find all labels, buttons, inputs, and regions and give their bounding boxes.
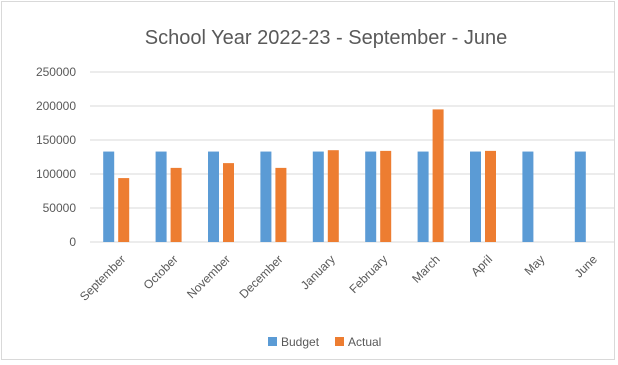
- chart-frame: School Year 2022-23 - September - June 0…: [1, 1, 615, 360]
- bar-budget-june: [574, 151, 586, 242]
- legend-swatch-budget: [268, 337, 277, 346]
- x-tick-label: October: [141, 252, 181, 292]
- y-tick-label: 0: [69, 235, 76, 249]
- bars: [103, 109, 586, 243]
- bar-actual-february: [380, 150, 392, 242]
- y-tick-label: 200000: [36, 99, 76, 113]
- bar-actual-january: [327, 150, 339, 242]
- y-axis-ticks: 0 50000 100000 150000 200000 250000: [36, 65, 76, 249]
- legend-label-budget: Budget: [281, 335, 320, 349]
- bar-budget-october: [155, 151, 167, 242]
- x-axis-ticks: September October November December January F…: [77, 252, 600, 304]
- x-tick-label: March: [409, 252, 442, 285]
- x-tick-label: December: [236, 252, 285, 301]
- x-tick-label: April: [468, 252, 495, 279]
- bar-budget-september: [103, 151, 115, 242]
- bar-budget-march: [417, 151, 429, 242]
- x-tick-label: September: [77, 252, 128, 303]
- y-tick-label: 50000: [43, 201, 77, 215]
- y-tick-label: 250000: [36, 65, 76, 79]
- bar-actual-november: [223, 163, 234, 242]
- bar-actual-december: [275, 167, 287, 242]
- bar-budget-may: [522, 151, 534, 242]
- x-tick-label: June: [572, 252, 601, 281]
- legend-label-actual: Actual: [348, 335, 381, 349]
- bar-actual-october: [170, 167, 182, 242]
- y-tick-label: 150000: [36, 133, 76, 147]
- bar-budget-april: [470, 151, 481, 242]
- bar-budget-january: [312, 151, 324, 242]
- bar-budget-november: [208, 151, 219, 242]
- gridlines: [90, 71, 614, 243]
- bar-budget-december: [260, 151, 272, 242]
- chart-title: School Year 2022-23 - September - June: [145, 27, 507, 49]
- y-tick-label: 100000: [36, 167, 76, 181]
- legend: Budget Actual: [268, 335, 381, 349]
- bar-budget-february: [365, 151, 377, 242]
- legend-swatch-actual: [335, 337, 344, 346]
- bar-actual-september: [118, 178, 130, 242]
- x-tick-label: November: [184, 252, 233, 301]
- x-tick-label: February: [346, 252, 390, 296]
- x-tick-label: May: [522, 252, 548, 278]
- x-tick-label: January: [298, 252, 338, 292]
- bar-actual-march: [432, 109, 444, 243]
- bar-actual-april: [485, 150, 496, 242]
